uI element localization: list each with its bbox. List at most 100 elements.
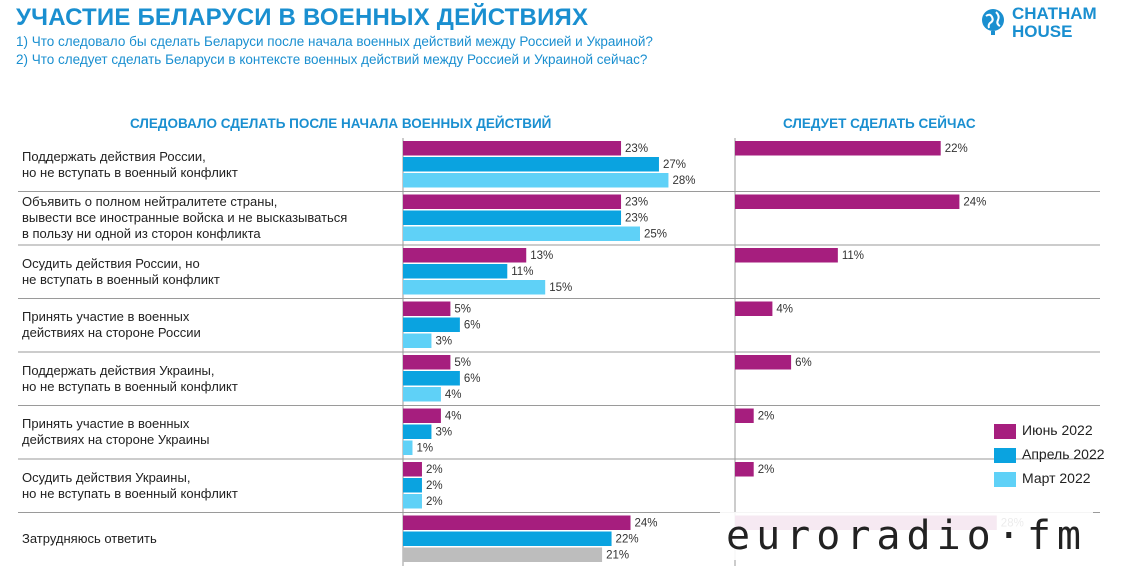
legend-label-june: Июнь 2022 [1022, 422, 1093, 438]
data-label-past-march: 4% [445, 389, 462, 401]
category-label-line: Осудить действия Украины, [22, 469, 191, 485]
data-label-now-june: 2% [758, 411, 775, 423]
bar-past-april [403, 424, 432, 439]
category-label-text: Осудить действия России, но не вступать в… [22, 256, 220, 288]
category-label-line: в пользу ни одной из сторон конфликта [22, 226, 261, 242]
category-label-line: Принять участие в военных [22, 416, 190, 432]
category-label-line: вывести все иностранные войска и не выск… [22, 210, 348, 226]
bar-past-april [403, 210, 622, 225]
bar-now-june [735, 408, 754, 423]
category-label-line: действиях на стороне России [22, 325, 201, 341]
data-label-past-june: 4% [445, 411, 462, 423]
category-label-text: Затрудняюсь ответить [22, 531, 157, 547]
panel-title-now: СЛЕДУЕТ СДЕЛАТЬ СЕЙЧАС [783, 116, 976, 131]
data-label-now-june: 24% [963, 197, 986, 209]
page-title: УЧАСТИЕ БЕЛАРУСИ В ВОЕННЫХ ДЕЙСТВИЯХ [16, 4, 589, 31]
category-label-text: Поддержать действия России, но не вступат… [22, 149, 238, 181]
bar-past-june [403, 301, 451, 316]
bar-past-june [403, 355, 451, 370]
bar-past-march [403, 440, 413, 455]
category-label: Принять участие в военных действиях на ст… [22, 301, 397, 351]
data-label-past-june: 2% [426, 464, 443, 476]
bar-now-june [735, 355, 792, 370]
category-label-line: Осудить действия России, но [22, 255, 200, 271]
bar-past-march [403, 387, 441, 402]
bar-past-june [403, 194, 622, 209]
bar-past-june [403, 515, 631, 530]
bar-past-march [403, 280, 546, 295]
bar-now-june [735, 248, 838, 263]
category-label-text: Принять участие в военных действиях на ст… [22, 309, 201, 341]
category-label: Принять участие в военных действиях на ст… [22, 408, 397, 458]
category-label-text: Поддержать действия Украины, но не вступа… [22, 363, 238, 395]
data-label-now-june: 2% [758, 464, 775, 476]
data-label-past-april: 2% [426, 480, 443, 492]
bar-now-june [735, 141, 941, 156]
bar-past-march [403, 173, 669, 188]
data-label-past-march: 25% [644, 229, 667, 241]
bar-past-april [403, 531, 612, 546]
bar-past-june [403, 462, 422, 477]
bar-past-march [403, 333, 432, 348]
data-label-past-april: 6% [464, 320, 481, 332]
data-label-past-april: 22% [616, 534, 639, 546]
subtitle-question-1: 1) Что следовало бы сделать Беларуси пос… [16, 34, 653, 49]
bar-past-april [403, 478, 422, 493]
bar-now-june [735, 301, 773, 316]
category-label-line: Принять участие в военных [22, 309, 190, 325]
chatham-house-logo: CHATHAM HOUSE [980, 5, 1120, 45]
category-label-text: Объявить о полном нейтралитете страны, вы… [22, 194, 347, 242]
panel-title-past: СЛЕДОВАЛО СДЕЛАТЬ ПОСЛЕ НАЧАЛА ВОЕННЫХ Д… [130, 116, 552, 131]
bar-now-june [735, 462, 754, 477]
data-label-past-june: 5% [454, 357, 471, 369]
category-label-text: Принять участие в военных действиях на ст… [22, 416, 210, 448]
bar-now-june [735, 194, 960, 209]
category-label-line: но не вступать в военный конфликт [22, 378, 238, 394]
subtitle-question-2: 2) Что следует сделать Беларуси в контек… [16, 52, 648, 67]
bar-past-june [403, 248, 527, 263]
data-label-past-march: 2% [426, 496, 443, 508]
category-label-text: Осудить действия Украины, но не вступать … [22, 470, 238, 502]
data-label-now-june: 22% [945, 143, 968, 155]
category-label: Осудить действия России, но не вступать в… [22, 247, 397, 297]
data-label-past-june: 23% [625, 197, 648, 209]
data-label-now-june: 4% [776, 304, 793, 316]
legend-label-march: Март 2022 [1022, 470, 1091, 486]
euroradio-watermark: euroradio·fm [720, 512, 1093, 560]
data-label-past-june: 13% [530, 250, 553, 262]
data-label-past-april: 3% [435, 427, 452, 439]
data-label-past-march: 3% [435, 336, 452, 348]
legend-label-april: Апрель 2022 [1022, 446, 1105, 462]
category-label-line: Затрудняюсь ответить [22, 531, 157, 547]
data-label-past-june: 5% [454, 304, 471, 316]
category-label: Затрудняюсь ответить [22, 515, 397, 565]
bar-past-april [403, 317, 460, 332]
data-label-past-april: 11% [511, 266, 533, 278]
data-label-past-april: 6% [464, 373, 481, 385]
category-label-line: Поддержать действия Украины, [22, 362, 215, 378]
globe-icon [982, 9, 1004, 35]
category-label: Объявить о полном нейтралитете страны, вы… [22, 194, 397, 244]
data-label-past-march: 21% [606, 550, 629, 562]
data-label-past-april: 23% [625, 213, 648, 225]
data-label-past-june: 24% [635, 518, 658, 530]
data-label-past-march: 28% [672, 175, 695, 187]
legend-swatch-june [994, 424, 1016, 439]
data-label-past-march: 15% [549, 282, 572, 294]
category-label-line: Объявить о полном нейтралитете страны, [22, 194, 278, 210]
category-label: Поддержать действия Украины, но не вступа… [22, 354, 397, 404]
bar-past-april [403, 371, 460, 386]
data-label-now-june: 6% [795, 357, 812, 369]
logo-line-1: CHATHAM [1012, 4, 1097, 23]
bar-past-april [403, 264, 508, 279]
legend-swatch-april [994, 448, 1016, 463]
category-label: Осудить действия Украины, но не вступать … [22, 461, 397, 511]
bar-past-april [403, 157, 659, 172]
category-label-line: действиях на стороне Украины [22, 432, 210, 448]
category-label-line: не вступать в военный конфликт [22, 271, 220, 287]
bar-past-june [403, 141, 622, 156]
data-label-past-june: 23% [625, 143, 648, 155]
legend-swatch-march [994, 472, 1016, 487]
logo-line-2: HOUSE [1012, 22, 1073, 41]
